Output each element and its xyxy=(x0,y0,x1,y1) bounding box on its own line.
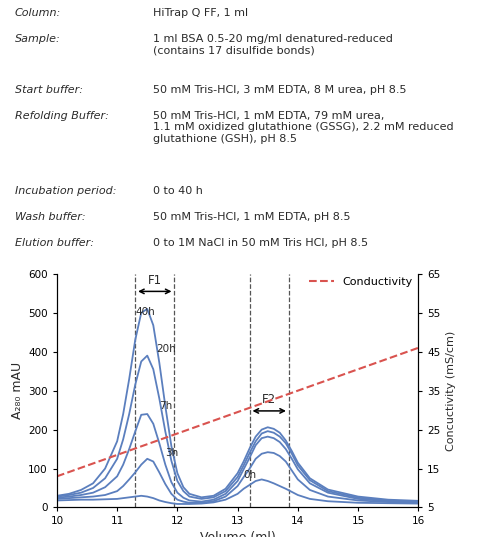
Text: 20h: 20h xyxy=(156,344,176,354)
Text: 1 ml BSA 0.5-20 mg/ml denatured-reduced
(contains 17 disulfide bonds): 1 ml BSA 0.5-20 mg/ml denatured-reduced … xyxy=(153,34,394,56)
Y-axis label: Concuctivity (mS/cm): Concuctivity (mS/cm) xyxy=(446,331,456,451)
Text: 7h: 7h xyxy=(159,401,173,411)
Text: 50 mM Tris-HCl, 1 mM EDTA, 79 mM urea,
1.1 mM oxidized glutathione (GSSG), 2.2 m: 50 mM Tris-HCl, 1 mM EDTA, 79 mM urea, 1… xyxy=(153,111,454,144)
Text: Sample:: Sample: xyxy=(15,34,60,44)
Text: F2: F2 xyxy=(262,393,276,406)
Text: 0h: 0h xyxy=(244,470,257,480)
Text: 0 to 40 h: 0 to 40 h xyxy=(153,186,203,197)
Y-axis label: A₂₈₀ mAU: A₂₈₀ mAU xyxy=(11,362,24,419)
Text: F1: F1 xyxy=(148,274,162,287)
Text: 0 to 1M NaCl in 50 mM Tris HCl, pH 8.5: 0 to 1M NaCl in 50 mM Tris HCl, pH 8.5 xyxy=(153,238,369,249)
X-axis label: Volume (ml): Volume (ml) xyxy=(199,531,276,537)
Text: Column:: Column: xyxy=(15,8,61,18)
Text: Incubation period:: Incubation period: xyxy=(15,186,116,197)
Text: HiTrap Q FF, 1 ml: HiTrap Q FF, 1 ml xyxy=(153,8,248,18)
Legend: Conductivity: Conductivity xyxy=(309,277,413,287)
Text: Wash buffer:: Wash buffer: xyxy=(15,213,86,222)
Text: 3h: 3h xyxy=(165,448,179,458)
Text: Elution buffer:: Elution buffer: xyxy=(15,238,94,249)
Text: 40h: 40h xyxy=(135,307,155,317)
Text: Refolding Buffer:: Refolding Buffer: xyxy=(15,111,109,121)
Text: 50 mM Tris-HCl, 3 mM EDTA, 8 M urea, pH 8.5: 50 mM Tris-HCl, 3 mM EDTA, 8 M urea, pH … xyxy=(153,85,407,95)
Text: Start buffer:: Start buffer: xyxy=(15,85,83,95)
Text: 50 mM Tris-HCl, 1 mM EDTA, pH 8.5: 50 mM Tris-HCl, 1 mM EDTA, pH 8.5 xyxy=(153,213,351,222)
